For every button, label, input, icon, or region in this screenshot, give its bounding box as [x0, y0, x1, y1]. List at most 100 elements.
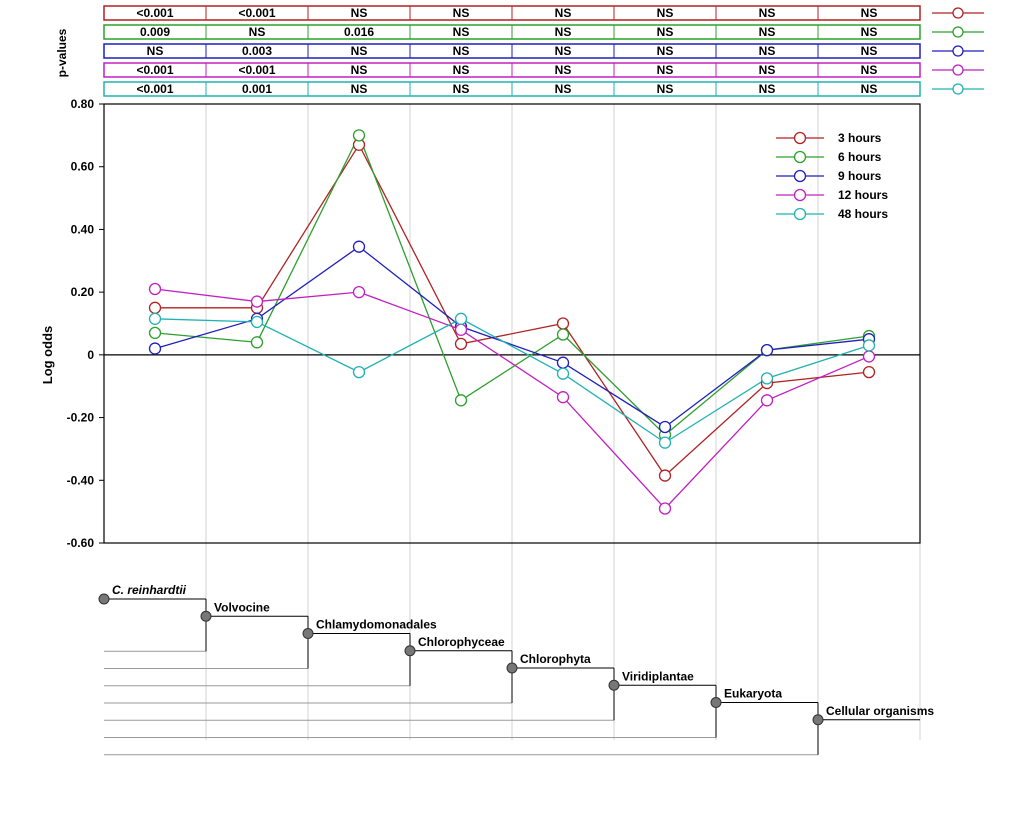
pvalue-cell: <0.001	[238, 63, 275, 77]
legend-label: 48 hours	[838, 207, 888, 221]
legend-marker	[793, 131, 807, 145]
legend-label: 9 hours	[838, 169, 882, 183]
tree-node	[404, 645, 416, 657]
data-point	[148, 342, 162, 355]
data-point	[862, 365, 876, 379]
pvalue-cell: <0.001	[136, 63, 173, 77]
series-line	[154, 245, 870, 428]
tree-node	[200, 610, 212, 622]
data-point	[250, 295, 264, 308]
data-point	[556, 328, 570, 341]
data-point	[148, 282, 162, 296]
tree-node-label: Chlorophyceae	[418, 635, 505, 649]
data-point	[658, 469, 672, 482]
pvalue-cell: NS	[657, 6, 674, 20]
pvalue-cell: NS	[453, 82, 470, 96]
pvalue-cell: NS	[657, 44, 674, 58]
legend: 3 hours 6 hours 9 hours 12 hours 48 hours	[776, 131, 888, 221]
data-point	[862, 350, 876, 363]
pvalue-row-marker	[952, 7, 964, 19]
data-point	[352, 365, 366, 379]
pvalue-cell: NS	[555, 44, 572, 58]
pvalue-cell: NS	[147, 44, 164, 58]
pvalue-cell: <0.001	[136, 6, 173, 20]
data-point	[862, 339, 876, 352]
pvalue-cell: NS	[249, 25, 266, 39]
tree-node	[608, 679, 620, 691]
pvalue-cell: NS	[453, 6, 470, 20]
data-point	[250, 315, 264, 329]
series-line	[154, 288, 870, 510]
series-line	[154, 318, 870, 444]
plot-frame	[103, 103, 921, 544]
legend-marker	[793, 150, 807, 164]
y-tick-label: -0.60	[67, 536, 95, 550]
pvalue-cell: NS	[759, 63, 776, 77]
pvalue-cell: 0.003	[242, 44, 272, 58]
pvalue-cell: 0.016	[344, 25, 374, 39]
pvalue-cell: NS	[861, 63, 878, 77]
pvalue-cell: <0.001	[136, 82, 173, 96]
pvalue-cell: NS	[351, 44, 368, 58]
pvalue-axis-label: p-values	[55, 28, 69, 77]
series-line	[154, 133, 870, 436]
tree-node	[710, 697, 722, 708]
pvalue-cell: NS	[861, 82, 878, 96]
tree-node	[812, 714, 824, 726]
data-point	[454, 312, 468, 325]
pvalue-table: <0.001 <0.001 NS NS NS NS NS NS 0.009 NS 0.016 NS NS…	[103, 5, 984, 97]
pvalue-cell: NS	[861, 25, 878, 39]
pvalue-cell: NS	[759, 44, 776, 58]
plot-area: -0.60 -0.40 -0.20 0 0.20 0.40 0.60 0.80	[67, 97, 921, 740]
pvalue-cell: 0.009	[140, 25, 170, 39]
pvalue-row-marker	[952, 83, 964, 95]
y-tick-label: 0.60	[71, 160, 95, 174]
pvalue-cell: NS	[351, 63, 368, 77]
legend-label: 6 hours	[838, 150, 882, 164]
data-point	[148, 312, 162, 325]
legend-marker	[793, 207, 807, 221]
data-point	[148, 326, 162, 340]
taxonomy-tree: C. reinhardtii Volvocine Chlamydomonadales…	[98, 583, 934, 756]
pvalue-cell: <0.001	[238, 6, 275, 20]
pvalue-row-marker	[952, 26, 964, 38]
data-point	[760, 372, 774, 385]
data-point	[760, 394, 774, 407]
pvalue-cell: NS	[453, 25, 470, 39]
tree-node-label: Volvocine	[214, 600, 270, 614]
pvalue-cell: 0.001	[242, 82, 272, 96]
tree-node-label: Chlorophyta	[520, 652, 591, 666]
data-point	[658, 420, 672, 434]
y-tick-label: 0.20	[71, 285, 95, 299]
tree-node	[506, 662, 518, 674]
pvalue-cell: NS	[759, 6, 776, 20]
pvalue-cell: NS	[861, 44, 878, 58]
data-point	[556, 356, 570, 369]
y-tick-label: -0.40	[67, 473, 95, 487]
data-point	[658, 436, 672, 449]
y-tick-label: 0	[87, 348, 94, 362]
pvalue-cell: NS	[657, 63, 674, 77]
pvalue-cell: NS	[861, 6, 878, 20]
pvalue-cell: NS	[759, 82, 776, 96]
tree-node-label: Chlamydomonadales	[316, 618, 437, 632]
data-point	[454, 337, 468, 351]
data-point	[556, 367, 570, 380]
data-point	[760, 344, 774, 357]
y-axis-label: Log odds	[40, 326, 55, 385]
data-point	[454, 394, 468, 407]
pvalue-cell: NS	[453, 44, 470, 58]
tree-node-label: Eukaryota	[724, 687, 782, 701]
pvalue-row-marker	[952, 45, 964, 57]
data-point	[148, 301, 162, 314]
legend-marker	[793, 188, 807, 202]
data-point	[352, 285, 366, 299]
y-tick-label: 0.80	[71, 97, 95, 111]
pvalue-row-marker	[952, 64, 964, 76]
pvalue-cell: NS	[351, 6, 368, 20]
data-point	[556, 317, 570, 330]
data-point	[250, 336, 264, 349]
tree-node	[302, 628, 314, 639]
data-point	[556, 391, 570, 404]
